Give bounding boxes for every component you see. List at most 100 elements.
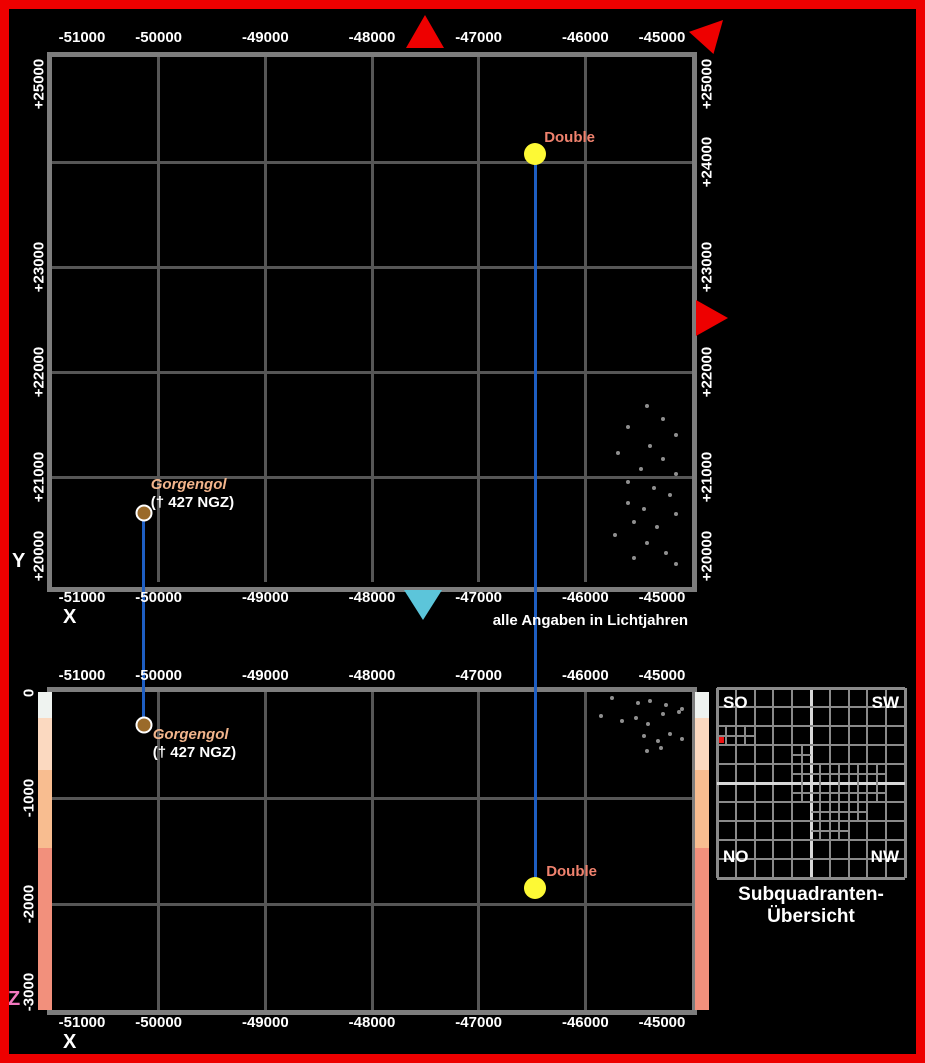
x-tick-label: -49000 — [241, 1014, 289, 1031]
overview-subdivision-line — [829, 810, 849, 813]
depth-scale-segment-left — [38, 692, 52, 718]
direction-marker-right-icon — [696, 300, 728, 336]
background-star-dot — [648, 698, 653, 703]
z-connector-line — [142, 512, 146, 725]
overview-corner-nw: NW — [870, 847, 899, 866]
y-tick-label-left: +23000 — [30, 241, 48, 293]
overview-grid-line — [717, 725, 905, 727]
grid-line — [52, 902, 692, 906]
x-tick-label: -47000 — [455, 667, 503, 684]
direction-marker-down-icon — [404, 590, 442, 620]
background-star-dot — [626, 425, 630, 430]
y-axis-label: Y — [12, 550, 26, 572]
overview-grid-line — [904, 688, 907, 878]
object-label-gorgengol: Gorgengol († 427 NGZ) — [151, 476, 234, 512]
grid-line — [370, 692, 374, 1010]
overview-subdivision-line — [829, 791, 849, 794]
object-name: Gorgengol — [150, 475, 227, 493]
background-star-dot — [638, 467, 643, 472]
background-star-dot — [656, 739, 661, 744]
overview-subdivision-line — [792, 791, 811, 794]
y-tick-label-right: +24000 — [698, 136, 716, 188]
xz-plot-panel — [47, 687, 697, 1015]
background-star-dot — [632, 519, 637, 524]
background-star-dot — [674, 561, 678, 566]
background-star-dot — [677, 709, 682, 714]
overview-subdivision-line — [811, 810, 830, 813]
x-tick-label: -50000 — [135, 1014, 183, 1031]
background-star-dot — [619, 718, 624, 723]
overview-subdivision-line — [848, 810, 868, 813]
xy-plot-panel — [47, 52, 697, 592]
overview-subdivision-line — [848, 772, 868, 775]
background-star-dot — [645, 748, 650, 753]
background-star-dot — [645, 540, 650, 545]
overview-grid-line — [717, 744, 905, 746]
background-star-dot — [642, 733, 646, 738]
overview-subdivision-line — [829, 829, 849, 832]
background-star-dot — [680, 707, 685, 712]
z-axis-label: Z — [8, 988, 21, 1010]
depth-scale-segment-right — [695, 770, 709, 848]
background-star-dot — [664, 702, 669, 707]
y-tick-label-left: +22000 — [30, 346, 48, 398]
overview-subdivision-line — [829, 772, 849, 775]
y-tick-label-left: +21000 — [30, 451, 48, 503]
x-tick-label: -51000 — [58, 667, 106, 684]
y-tick-label-right: +21000 — [698, 451, 716, 503]
overview-grid-line — [717, 782, 905, 785]
x-tick-label: -45000 — [638, 1014, 686, 1031]
object-label-double: Double — [544, 129, 595, 147]
overview-grid-line — [717, 687, 905, 690]
depth-scale-segment-left — [38, 770, 52, 848]
grid-line — [263, 692, 267, 1010]
overview-corner-no: NO — [723, 847, 749, 866]
x-axis-label-bottom-panel: X — [63, 1031, 77, 1053]
overview-title-line1: Subquadranten- — [738, 884, 884, 905]
xz-object-dot-gorgengol — [135, 716, 153, 734]
grid-line — [477, 692, 481, 1010]
grid-line — [52, 265, 692, 269]
grid-line — [477, 57, 481, 582]
x-tick-label: -48000 — [348, 589, 396, 606]
overview-grid-line — [717, 839, 905, 841]
background-star-dot — [674, 511, 678, 516]
depth-scale-segment-right — [695, 717, 709, 771]
x-tick-label: -49000 — [241, 667, 289, 684]
overview-grid-line — [717, 877, 905, 880]
background-star-dot — [661, 417, 666, 422]
background-star-dot — [616, 451, 621, 456]
x-tick-label: -45000 — [638, 667, 686, 684]
overview-subdivision-line — [717, 734, 736, 737]
depth-scale-segment-right — [695, 847, 709, 1010]
background-star-dot — [664, 551, 669, 556]
grid-line — [583, 57, 587, 582]
grid-line — [583, 692, 587, 1010]
y-tick-label-right: +23000 — [698, 241, 716, 293]
background-star-dot — [635, 701, 640, 706]
background-star-dot — [633, 716, 638, 721]
x-tick-label: -51000 — [58, 589, 106, 606]
z-tick-label: -3000 — [20, 972, 38, 1012]
object-name: Double — [544, 128, 596, 146]
direction-marker-northeast-icon — [689, 20, 723, 54]
overview-subdivision-line — [792, 753, 811, 756]
x-tick-label: -50000 — [135, 29, 183, 46]
object-name: Gorgengol — [152, 725, 229, 743]
background-star-dot — [645, 404, 650, 409]
background-star-dot — [661, 711, 666, 716]
x-tick-label: -46000 — [561, 667, 609, 684]
grid-line — [157, 57, 161, 582]
grid-line — [263, 57, 267, 582]
grid-line — [52, 796, 692, 800]
overview-grid-line — [717, 706, 905, 708]
background-star-dot — [674, 472, 678, 477]
overview-position-marker — [719, 737, 725, 743]
overview-subdivision-line — [867, 772, 887, 775]
background-star-dot — [667, 493, 672, 498]
z-connector-line — [533, 153, 537, 889]
depth-scale-segment-left — [38, 717, 52, 771]
x-tick-label: -45000 — [638, 589, 686, 606]
background-star-dot — [626, 501, 630, 506]
